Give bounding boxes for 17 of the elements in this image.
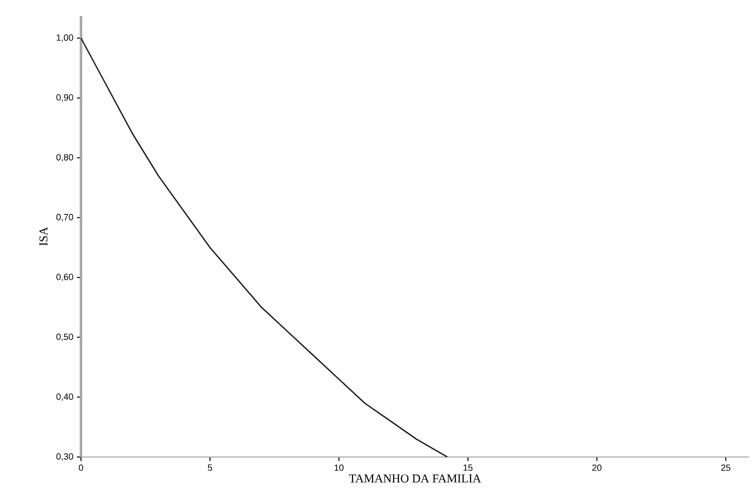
x-tick-label: 25 xyxy=(721,464,730,471)
y-tick-label: 0,90 xyxy=(56,94,74,102)
y-tick-label: 1,00 xyxy=(56,34,74,42)
x-axis-title: TAMANHO DA FAMILIA xyxy=(349,474,482,482)
y-tick-label: 0,30 xyxy=(56,453,74,461)
y-tick-label: 0,70 xyxy=(56,214,74,222)
y-tick-label: 0,40 xyxy=(56,393,74,401)
line-series xyxy=(80,37,448,458)
y-axis-title: ISA xyxy=(39,226,48,246)
y-tick-label: 0,60 xyxy=(56,274,74,282)
x-tick-label: 5 xyxy=(208,464,212,471)
y-tick-label: 0,50 xyxy=(56,334,74,342)
x-tick-label: 15 xyxy=(464,464,472,471)
x-tick-label: 20 xyxy=(592,464,602,471)
x-tick-label: 10 xyxy=(334,464,344,471)
x-tick-label: 0 xyxy=(78,464,84,471)
y-tick-label: 0,80 xyxy=(56,154,74,162)
